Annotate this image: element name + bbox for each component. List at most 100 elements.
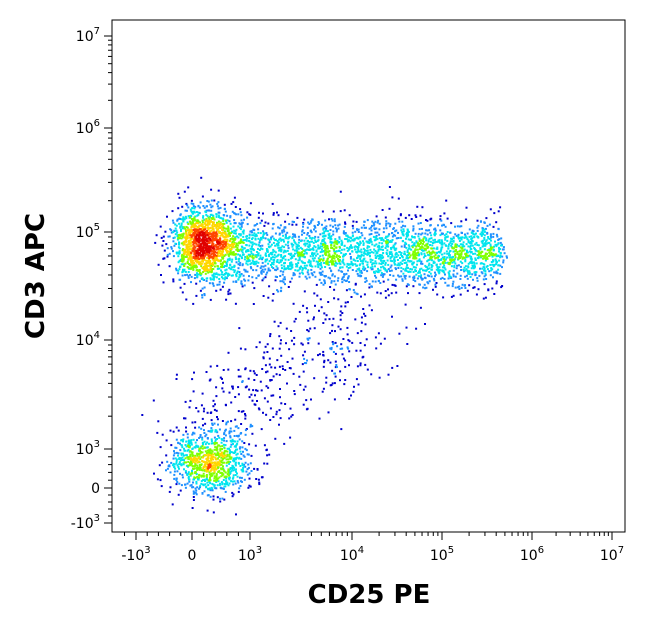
event-dot <box>223 447 226 450</box>
event-dot <box>181 205 184 208</box>
event-dot <box>468 261 471 264</box>
event-dot <box>425 219 427 221</box>
event-dot <box>221 249 224 252</box>
event-dot <box>456 253 459 256</box>
event-dot <box>239 240 242 242</box>
event-dot <box>245 449 248 452</box>
event-dot <box>352 258 355 261</box>
event-dot <box>167 235 170 238</box>
event-dot <box>242 231 245 234</box>
event-dot <box>438 240 441 243</box>
event-dot <box>471 239 473 242</box>
event-dot <box>301 247 304 250</box>
event-dot <box>304 244 307 247</box>
event-dot <box>251 234 254 237</box>
event-dot <box>202 484 205 487</box>
event-dot <box>369 240 372 243</box>
event-dot <box>307 269 310 272</box>
event-dot <box>414 270 417 273</box>
event-dot <box>190 275 193 278</box>
event-dot <box>211 241 214 244</box>
event-dot <box>383 260 386 262</box>
event-dot <box>221 217 224 220</box>
event-dot <box>368 251 371 254</box>
event-dot <box>298 272 301 275</box>
event-dot <box>199 289 202 292</box>
event-dot <box>184 209 187 212</box>
event-dot <box>405 233 408 236</box>
event-dot <box>401 262 404 265</box>
event-dot <box>299 246 302 249</box>
event-dot <box>220 481 223 484</box>
event-dot <box>213 408 216 411</box>
event-dot <box>354 248 357 251</box>
event-dot <box>183 218 186 221</box>
event-dot <box>234 256 237 259</box>
event-dot <box>477 256 480 259</box>
event-dot <box>178 222 181 225</box>
event-dot <box>187 206 190 209</box>
event-dot <box>298 266 301 269</box>
event-dot <box>481 229 484 232</box>
event-dot <box>336 262 339 265</box>
event-dot <box>180 464 183 467</box>
event-dot <box>486 252 488 255</box>
event-dot <box>282 281 285 284</box>
event-dot <box>438 271 441 273</box>
event-dot <box>201 257 204 260</box>
event-dot <box>404 303 407 306</box>
event-dot <box>227 368 230 371</box>
event-dot <box>173 244 176 247</box>
event-dot <box>223 281 226 284</box>
event-dot <box>375 215 378 218</box>
event-dot <box>318 309 320 312</box>
event-dot <box>410 218 413 220</box>
event-dot <box>208 270 211 273</box>
event-dot <box>221 234 224 237</box>
event-dot <box>465 254 467 257</box>
event-dot <box>430 259 433 262</box>
event-dot <box>211 262 214 265</box>
event-dot <box>375 234 378 237</box>
event-dot <box>189 484 192 487</box>
event-dot <box>218 216 220 219</box>
event-dot <box>382 248 384 251</box>
event-dot <box>356 250 359 253</box>
event-dot <box>262 270 265 273</box>
event-dot <box>208 218 211 221</box>
event-dot <box>416 251 419 254</box>
event-dot <box>356 260 359 262</box>
event-dot <box>190 484 193 487</box>
event-dot <box>409 268 412 270</box>
event-dot <box>393 248 396 251</box>
event-dot <box>237 410 240 413</box>
event-dot <box>446 217 449 220</box>
event-dot <box>309 221 312 224</box>
event-dot <box>195 264 198 267</box>
event-dot <box>306 240 309 243</box>
event-dot <box>215 409 218 412</box>
event-dot <box>333 398 336 401</box>
event-dot <box>201 287 204 290</box>
event-dot <box>235 468 237 471</box>
event-dot <box>484 270 487 273</box>
event-dot <box>218 455 221 458</box>
event-dot <box>451 242 454 245</box>
event-dot <box>482 278 485 281</box>
event-dot <box>191 378 194 381</box>
event-dot <box>186 204 189 207</box>
event-dot <box>257 228 260 231</box>
event-dot <box>332 351 335 353</box>
event-dot <box>190 442 193 445</box>
event-dot <box>480 262 483 265</box>
event-dot <box>200 474 203 477</box>
event-dot <box>213 225 216 228</box>
event-dot <box>199 263 202 265</box>
event-dot <box>232 225 235 228</box>
event-dot <box>172 255 175 258</box>
event-dot <box>342 230 345 233</box>
event-dot <box>459 278 462 280</box>
event-dot <box>202 228 205 231</box>
event-dot <box>245 237 248 240</box>
event-dot <box>216 431 219 434</box>
